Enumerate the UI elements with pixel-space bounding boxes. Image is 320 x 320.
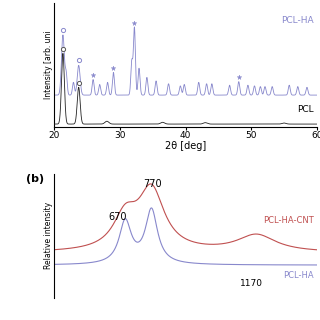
X-axis label: 2θ [deg]: 2θ [deg] <box>165 141 206 151</box>
Y-axis label: Intensity [arb. uni: Intensity [arb. uni <box>44 31 53 100</box>
Text: 1170: 1170 <box>240 279 263 288</box>
Text: PCL: PCL <box>297 105 314 114</box>
Text: 770: 770 <box>143 180 162 189</box>
Text: PCL-HA-CNT: PCL-HA-CNT <box>263 216 314 225</box>
Text: 670: 670 <box>109 212 127 222</box>
Text: (b): (b) <box>26 174 44 184</box>
Y-axis label: Relative intensity: Relative intensity <box>44 202 53 269</box>
Text: PCL-HA: PCL-HA <box>281 16 314 25</box>
Text: PCL-HA: PCL-HA <box>284 271 314 280</box>
